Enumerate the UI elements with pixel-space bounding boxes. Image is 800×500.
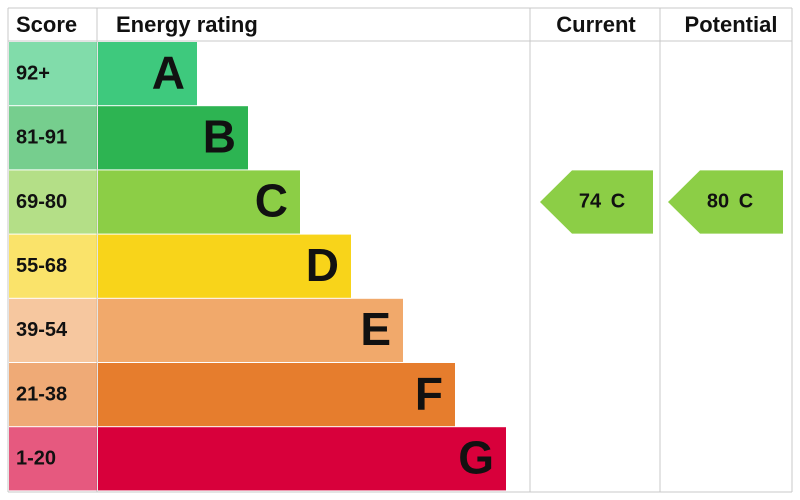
current-score: 74 — [579, 190, 602, 212]
rating-letter: D — [306, 239, 339, 291]
potential-band: C — [739, 190, 753, 212]
score-cell — [9, 363, 97, 427]
rating-letter: A — [152, 46, 185, 98]
current-header: Current — [556, 12, 636, 37]
rating-bar — [98, 234, 351, 298]
score-range: 81-91 — [16, 127, 67, 149]
score-cell — [9, 170, 97, 234]
score-range: 69-80 — [16, 191, 67, 213]
score-cell — [9, 234, 97, 298]
score-cell — [9, 298, 97, 362]
score-range: 39-54 — [16, 319, 68, 341]
score-range: 21-38 — [16, 383, 67, 405]
rating-letter: C — [255, 175, 288, 227]
arrow-current — [540, 170, 653, 234]
rating-bar — [98, 42, 197, 106]
rating-bar — [98, 363, 455, 427]
potential-header: Potential — [685, 12, 778, 37]
score-range: 55-68 — [16, 255, 67, 277]
rating-bar — [98, 427, 506, 491]
score-cell — [9, 427, 97, 491]
rating-letter: F — [415, 367, 443, 419]
score-range: 1-20 — [16, 448, 56, 470]
score-header: Score — [16, 12, 77, 37]
score-cell — [9, 106, 97, 170]
rating-bar — [98, 298, 403, 362]
score-range: 92+ — [16, 62, 50, 84]
rating-letter: G — [458, 431, 494, 483]
potential-score: 80 — [707, 190, 729, 212]
current-band: C — [611, 190, 625, 212]
rating-letter: E — [360, 303, 391, 355]
rating-letter: B — [203, 110, 236, 162]
arrow-potential — [668, 170, 783, 234]
rating-bar — [98, 106, 248, 170]
score-cell — [9, 42, 97, 106]
rating-header: Energy rating — [116, 12, 258, 37]
rating-bar — [98, 170, 300, 234]
